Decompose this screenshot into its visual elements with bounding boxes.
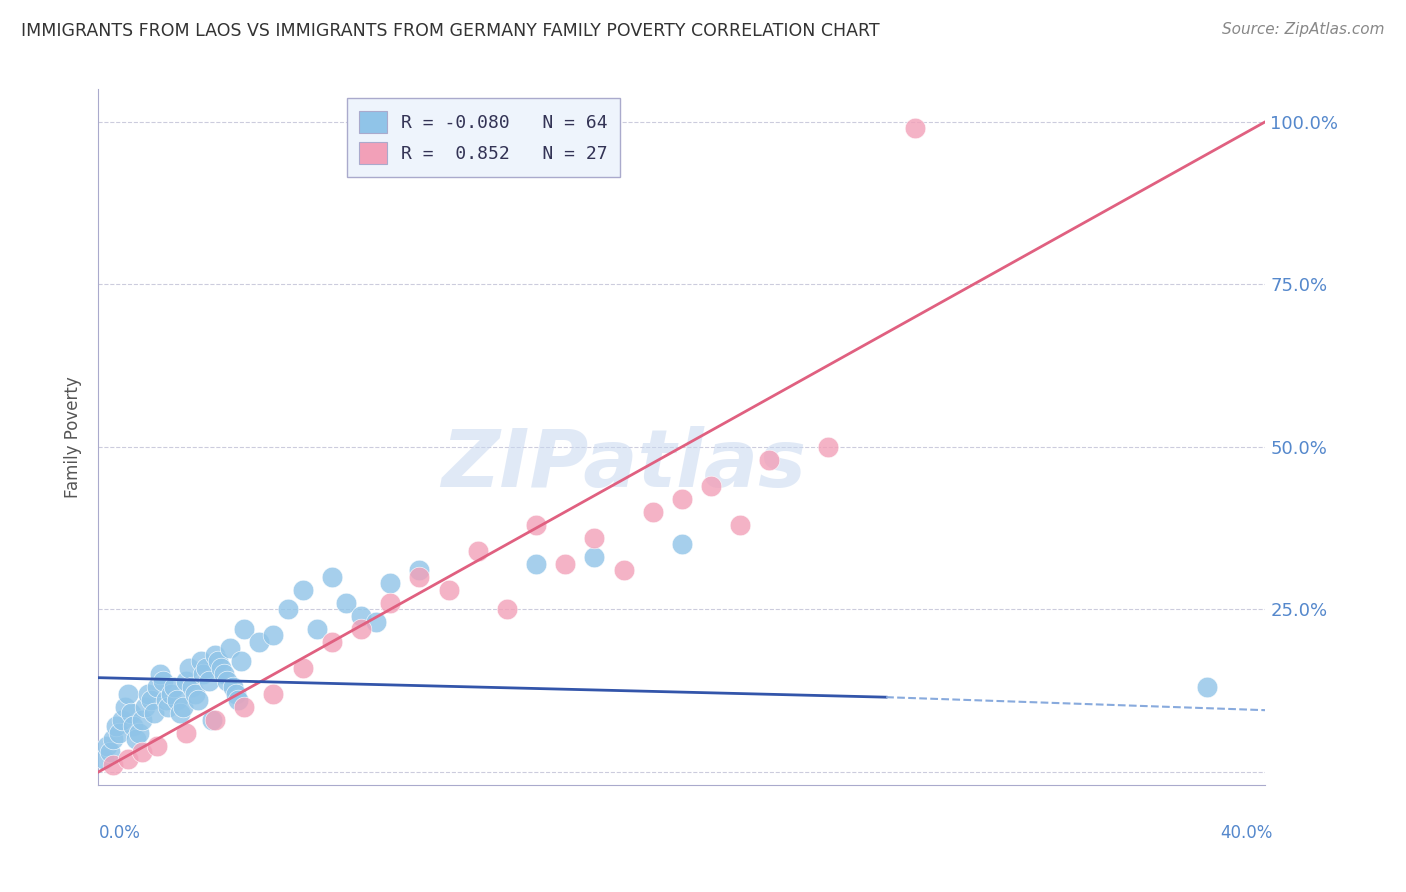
Point	[117, 687, 139, 701]
Point	[612, 563, 634, 577]
Point	[321, 635, 343, 649]
Point	[700, 479, 723, 493]
Point	[495, 602, 517, 616]
Point	[221, 681, 243, 695]
Point	[146, 739, 169, 753]
Y-axis label: Family Poverty: Family Poverty	[65, 376, 83, 498]
Point	[758, 453, 780, 467]
Point	[174, 673, 197, 688]
Point	[225, 687, 247, 701]
Point	[817, 440, 839, 454]
Point	[247, 635, 270, 649]
Point	[93, 752, 115, 766]
Point	[101, 758, 124, 772]
Point	[204, 713, 226, 727]
Point	[641, 505, 664, 519]
Point	[524, 517, 547, 532]
Point	[142, 706, 165, 721]
Point	[114, 700, 136, 714]
Point	[172, 700, 194, 714]
Point	[408, 570, 430, 584]
Point	[198, 673, 221, 688]
Point	[671, 537, 693, 551]
Text: IMMIGRANTS FROM LAOS VS IMMIGRANTS FROM GERMANY FAMILY POVERTY CORRELATION CHART: IMMIGRANTS FROM LAOS VS IMMIGRANTS FROM …	[21, 22, 880, 40]
Point	[350, 622, 373, 636]
Point	[149, 667, 172, 681]
Point	[131, 746, 153, 760]
Point	[277, 602, 299, 616]
Point	[166, 693, 188, 707]
Point	[209, 661, 232, 675]
Point	[201, 713, 224, 727]
Point	[212, 667, 235, 681]
Point	[583, 531, 606, 545]
Point	[160, 687, 183, 701]
Point	[101, 732, 124, 747]
Point	[122, 719, 145, 733]
Point	[120, 706, 142, 721]
Point	[378, 576, 402, 591]
Point	[96, 739, 118, 753]
Point	[128, 726, 150, 740]
Point	[228, 693, 250, 707]
Point	[163, 681, 186, 695]
Point	[231, 654, 253, 668]
Point	[408, 563, 430, 577]
Point	[111, 713, 134, 727]
Point	[904, 121, 927, 136]
Point	[169, 706, 191, 721]
Point	[350, 608, 373, 623]
Point	[117, 752, 139, 766]
Point	[321, 570, 343, 584]
Legend: R = -0.080   N = 64, R =  0.852   N = 27: R = -0.080 N = 64, R = 0.852 N = 27	[347, 98, 620, 177]
Text: 40.0%: 40.0%	[1220, 824, 1272, 842]
Point	[207, 654, 229, 668]
Point	[125, 732, 148, 747]
Point	[1195, 681, 1218, 695]
Point	[233, 700, 256, 714]
Point	[728, 517, 751, 532]
Point	[583, 550, 606, 565]
Point	[195, 661, 218, 675]
Point	[108, 726, 131, 740]
Text: Source: ZipAtlas.com: Source: ZipAtlas.com	[1222, 22, 1385, 37]
Point	[437, 582, 460, 597]
Point	[554, 557, 576, 571]
Point	[146, 681, 169, 695]
Point	[157, 700, 180, 714]
Point	[262, 687, 284, 701]
Point	[307, 622, 329, 636]
Text: 0.0%: 0.0%	[98, 824, 141, 842]
Point	[180, 681, 202, 695]
Point	[190, 654, 212, 668]
Point	[174, 726, 197, 740]
Point	[155, 693, 177, 707]
Point	[233, 622, 256, 636]
Point	[215, 673, 238, 688]
Point	[134, 700, 156, 714]
Point	[291, 661, 314, 675]
Point	[183, 687, 205, 701]
Point	[193, 667, 215, 681]
Point	[335, 596, 357, 610]
Point	[104, 719, 127, 733]
Point	[177, 661, 200, 675]
Point	[152, 673, 174, 688]
Point	[262, 628, 284, 642]
Point	[378, 596, 402, 610]
Point	[204, 648, 226, 662]
Point	[218, 641, 240, 656]
Point	[364, 615, 387, 630]
Point	[187, 693, 209, 707]
Point	[467, 544, 489, 558]
Point	[131, 713, 153, 727]
Text: ZIPatlas: ZIPatlas	[441, 425, 806, 504]
Point	[524, 557, 547, 571]
Point	[291, 582, 314, 597]
Point	[671, 491, 693, 506]
Point	[136, 687, 159, 701]
Point	[139, 693, 162, 707]
Point	[98, 746, 121, 760]
